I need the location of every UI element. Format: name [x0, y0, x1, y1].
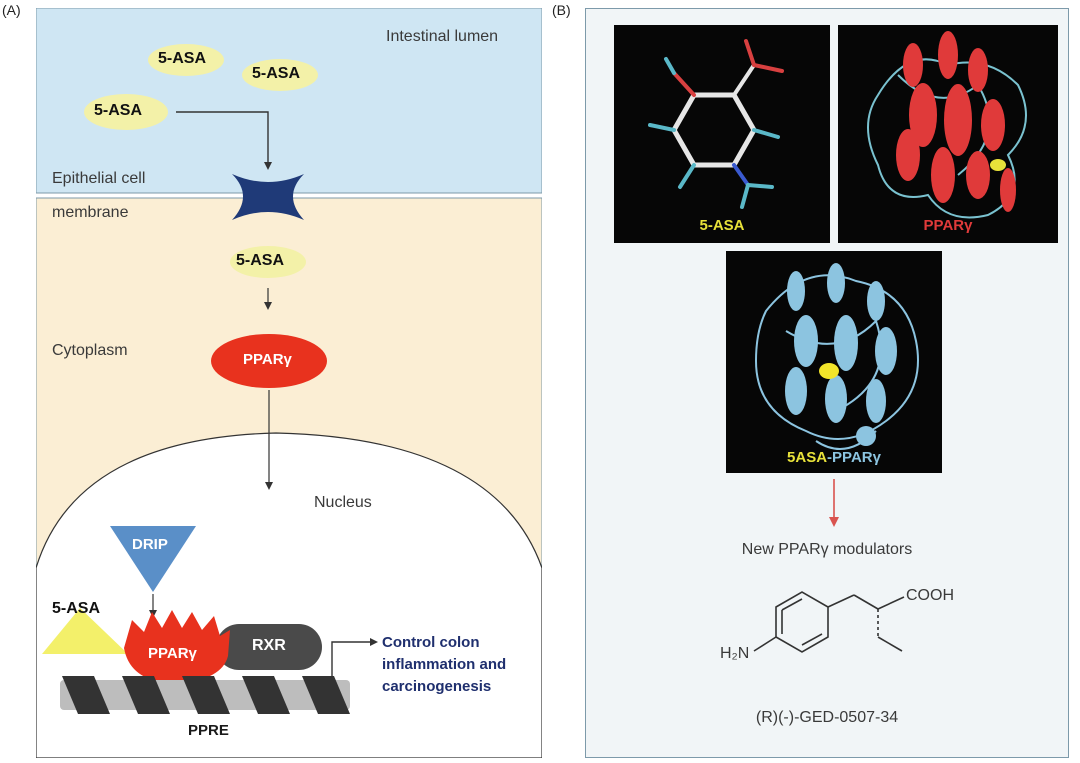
- ppre-label: PPRE: [188, 722, 229, 739]
- rxr-label: RXR: [252, 637, 286, 654]
- protein-image: PPARγ: [838, 25, 1058, 243]
- outcome-line3: carcinogenesis: [382, 678, 492, 695]
- complex-caption: 5ASA-PPARγ: [726, 449, 942, 466]
- protein-caption: PPARγ: [923, 217, 973, 234]
- amine-label: H₂N: [720, 645, 750, 662]
- outcome-line2: inflammation and: [382, 656, 507, 673]
- drug-glow-3: [84, 94, 168, 130]
- nucleus-label: Nucleus: [314, 494, 372, 511]
- result-arrow: [829, 479, 839, 527]
- modulators-label: New PPARγ modulators: [741, 541, 913, 558]
- rxr-protein: [216, 624, 322, 670]
- asa-triangle: [42, 608, 128, 654]
- molecule-structure: [648, 39, 784, 209]
- cytoplasm-label: Cytoplasm: [52, 342, 128, 359]
- transporter-icon: [232, 174, 304, 220]
- drug-label-2: 5-ASA: [252, 65, 301, 82]
- complex-image: 5ASA-PPARγ: [726, 251, 942, 473]
- drug-label-3: 5-ASA: [94, 102, 143, 119]
- membrane-label-line2: membrane: [52, 204, 129, 221]
- panel-a: Intestinal lumen 5-ASA 5-ASA 5-ASA Epith…: [35, 7, 543, 759]
- molecule-image: 5-ASA: [614, 25, 830, 243]
- molecule-caption: 5-ASA: [699, 217, 745, 234]
- cytoplasm-drug-label: 5-ASA: [236, 252, 285, 269]
- drug-label-1: 5-ASA: [158, 50, 207, 67]
- pparg-receptor: [211, 334, 327, 388]
- drug-glow-cytoplasm: [230, 246, 306, 278]
- complex-caption-ligand: 5ASA: [787, 449, 828, 466]
- outcome-arrow: [331, 641, 372, 678]
- compound-structure: [753, 591, 905, 653]
- drug-glow-1: [148, 44, 224, 76]
- pparg-nuclear: [124, 610, 230, 684]
- compound-name: (R)(-)-GED-0507-34: [755, 709, 899, 726]
- panel-a-label: (A): [2, 2, 21, 18]
- nuclear-drug-label: 5-ASA: [52, 600, 101, 617]
- protein-structure: [867, 31, 1027, 219]
- uptake-arrow: [176, 111, 269, 166]
- membrane-label-line1: Epithelial cell: [52, 170, 146, 187]
- receptor-label: PPARγ: [243, 351, 292, 368]
- nuclear-receptor-label: PPARγ: [148, 645, 197, 662]
- outcome-line1: Control colon: [382, 634, 480, 651]
- lumen-label: Intestinal lumen: [386, 28, 499, 45]
- panel-a-diagram: [35, 7, 543, 759]
- outcome-text: Control colon inflammation and carcinoge…: [382, 632, 506, 698]
- drug-glow-2: [242, 59, 318, 91]
- complex-structure: [754, 263, 919, 450]
- drip-label: DRIP: [132, 536, 168, 553]
- panel-b: 5-ASA PPARγ: [585, 8, 1069, 758]
- complex-caption-protein: -PPARγ: [827, 449, 881, 466]
- drip-triangle: [110, 526, 196, 592]
- cooh-label: COOH: [906, 587, 954, 604]
- panel-b-label: (B): [552, 2, 571, 18]
